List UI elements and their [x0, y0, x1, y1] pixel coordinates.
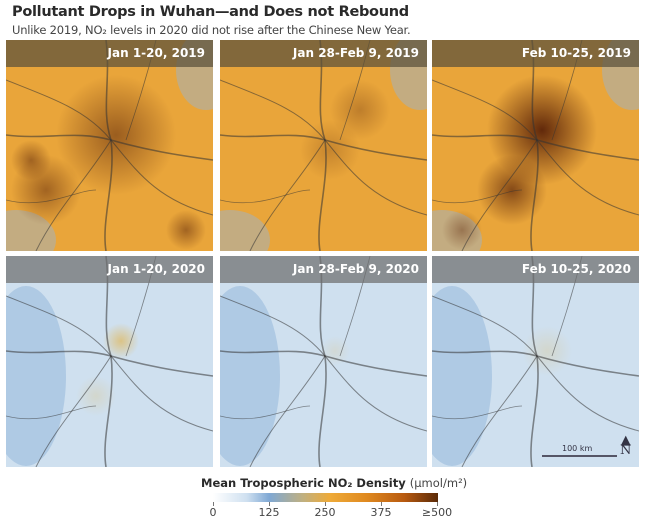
no2-map	[432, 40, 639, 251]
map-panel: Jan 28-Feb 9, 2019	[220, 40, 427, 251]
roads	[432, 256, 639, 467]
subtitle: Unlike 2019, NO₂ levels in 2020 did not …	[12, 23, 411, 37]
map-panel: Jan 28-Feb 9, 2020	[220, 256, 427, 467]
legend-tick	[213, 502, 214, 506]
legend-unit: (μmol/m²)	[409, 476, 468, 490]
legend-tick	[381, 502, 382, 506]
map-panel: Feb 10-25, 2020	[432, 256, 639, 467]
no2-hotspot	[300, 120, 360, 180]
panel-date-label: Jan 1-20, 2020	[6, 256, 213, 283]
legend-tick-label: 0	[209, 506, 217, 519]
panel-date-label: Jan 28-Feb 9, 2019	[220, 40, 427, 67]
roads	[220, 256, 427, 467]
legend-tick	[325, 502, 326, 506]
no2-hotspot	[442, 210, 482, 250]
no2-hotspot	[76, 376, 116, 416]
legend-tick-label: 125	[258, 506, 280, 519]
no2-hotspot	[56, 75, 176, 195]
legend-tick-label: 375	[370, 506, 392, 519]
legend-tick-label: 250	[314, 506, 336, 519]
no2-map	[6, 256, 213, 467]
panel-date-label: Jan 1-20, 2019	[6, 40, 213, 67]
no2-map	[220, 256, 427, 467]
no2-map	[432, 256, 639, 467]
no2-hotspot	[11, 140, 51, 180]
roads	[6, 256, 213, 467]
no2-hotspot	[522, 326, 572, 376]
legend-title-text: Mean Tropospheric NO₂ Density	[201, 476, 406, 490]
roads	[432, 40, 639, 251]
no2-hotspot	[103, 323, 139, 359]
north-arrow-icon: ▲ N	[620, 433, 632, 458]
color-bar	[213, 493, 438, 502]
scale-bar	[542, 455, 617, 457]
panel-date-label: Feb 10-25, 2019	[432, 40, 639, 67]
panel-date-label: Jan 28-Feb 9, 2020	[220, 256, 427, 283]
no2-hotspot	[477, 155, 547, 225]
map-panel: Jan 1-20, 2020	[6, 256, 213, 467]
panel-date-label: Feb 10-25, 2020	[432, 256, 639, 283]
no2-hotspot	[166, 210, 206, 250]
legend-title: Mean Tropospheric NO₂ Density (μmol/m²)	[201, 476, 467, 490]
scale-label: 100 km	[562, 444, 593, 453]
legend-tick-label: ≥500	[421, 506, 453, 519]
roads	[220, 40, 427, 251]
legend-tick	[269, 502, 270, 506]
map-panel: Jan 1-20, 2019	[6, 40, 213, 251]
no2-map	[6, 40, 213, 251]
legend-tick	[437, 502, 438, 506]
no2-map	[220, 40, 427, 251]
map-panel: Feb 10-25, 2019	[432, 40, 639, 251]
north-label: N	[620, 443, 632, 458]
page-title: Pollutant Drops in Wuhan—and Does not Re…	[12, 4, 409, 20]
